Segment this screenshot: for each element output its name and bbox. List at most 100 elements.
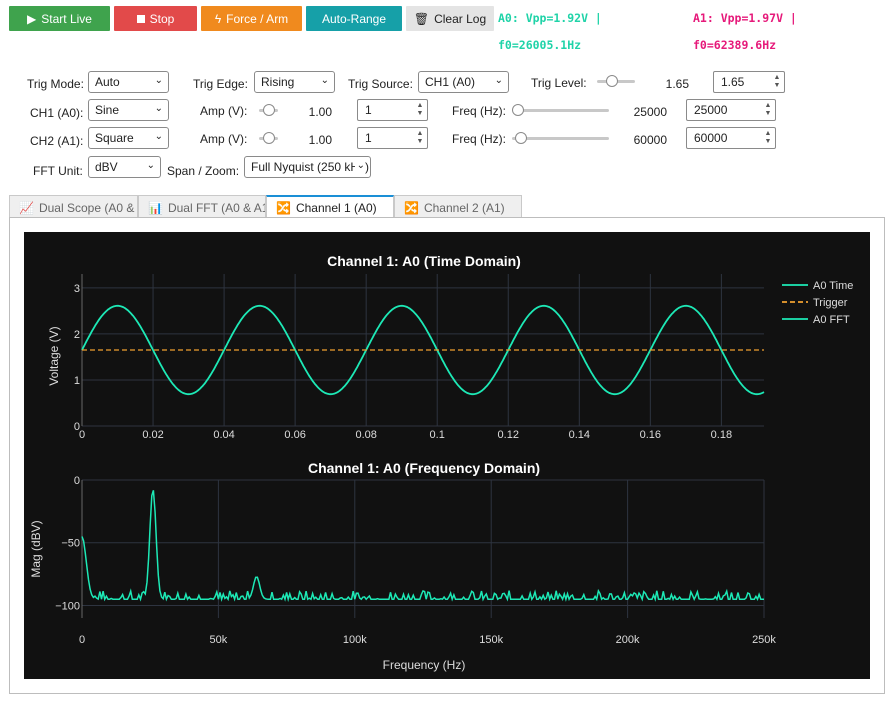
fft-unit-select[interactable]: dBV ⌄	[88, 156, 161, 178]
trig-level-display: 1.65	[649, 77, 689, 91]
ch1-wave-select[interactable]: Sine ⌄	[88, 99, 169, 121]
fft-unit-value: dBV	[95, 160, 118, 174]
tab-label: Dual FFT (A0 & A1)	[168, 201, 266, 215]
trig-mode-value: Auto	[95, 75, 120, 89]
ch1-amp-slider[interactable]	[259, 104, 278, 116]
trig-mode-label: Trig Mode:	[27, 77, 84, 91]
time-x-tick-label: 0.08	[355, 429, 376, 441]
freq-y-axis-label: Mag (dBV)	[29, 520, 43, 577]
time-x-tick-label: 0.1	[430, 429, 445, 441]
time-x-tick-label: 0.14	[569, 429, 590, 441]
tab-dual-scope[interactable]: 📈 Dual Scope (A0 & A1)	[9, 195, 138, 218]
chevron-down-icon: ⌄	[147, 160, 155, 171]
freq-y-tick-label: −100	[55, 600, 80, 612]
slider-thumb[interactable]	[263, 132, 275, 144]
chevron-down-icon: ⌄	[355, 160, 365, 171]
time-x-tick-label: 0.02	[142, 429, 163, 441]
time-x-tick-label: 0.12	[498, 429, 519, 441]
tab-label: Dual Scope (A0 & A1)	[39, 201, 138, 215]
ch1-amp-label: Amp (V):	[200, 104, 247, 118]
ch2-freq-slider[interactable]	[512, 132, 609, 144]
ch1-freq-input-value: 25000	[694, 103, 727, 117]
ch2-freq-input-value: 60000	[694, 131, 727, 145]
legend: A0 Time Trigger A0 FFT	[782, 280, 853, 326]
auto-range-button[interactable]: Auto-Range	[306, 6, 402, 31]
stop-icon	[137, 15, 145, 23]
clear-log-button[interactable]: 🗑 Clear Log	[406, 6, 494, 31]
fft-unit-label: FFT Unit:	[33, 164, 83, 178]
freq-x-tick-label: 100k	[343, 634, 367, 646]
lightning-icon: ϟ	[215, 12, 221, 26]
freq-x-tick-label: 150k	[479, 634, 503, 646]
time-y-tick-label: 0	[74, 421, 80, 433]
slider-thumb[interactable]	[512, 104, 524, 116]
time-x-tick-label: 0.06	[284, 429, 305, 441]
bar-chart-icon: 📊	[148, 201, 163, 215]
slider-thumb[interactable]	[606, 75, 618, 87]
force-arm-label: Force / Arm	[226, 12, 288, 26]
stop-button[interactable]: Stop	[114, 6, 197, 31]
tab-label: Channel 1 (A0)	[296, 201, 377, 215]
trig-edge-select[interactable]: Rising ⌄	[254, 71, 335, 93]
frequency-domain-chart: 0 50k 100k 150k 200k 250k 0 −50 −100	[55, 475, 776, 646]
spinner-icon[interactable]: ▲ ▼	[772, 74, 782, 90]
shuffle-icon: 🔀	[276, 201, 291, 215]
trig-mode-select[interactable]: Auto ⌄	[88, 71, 169, 93]
ch1-amp-input[interactable]: 1 ▲ ▼	[357, 99, 428, 121]
ch2-label: CH2 (A1):	[30, 134, 83, 148]
ch2-wave-value: Square	[95, 131, 134, 145]
start-live-button[interactable]: ▶ Start Live	[9, 6, 110, 31]
a1-vpp-readout: A1: Vpp=1.97V |	[693, 11, 797, 25]
ch2-amp-slider[interactable]	[259, 132, 278, 144]
time-domain-chart: 0 0.02 0.04 0.06 0.08 0.1 0.12 0.14 0.16 0.18 0 1 2 3	[74, 274, 764, 441]
spinner-icon[interactable]: ▲ ▼	[763, 102, 773, 118]
tab-channel-2[interactable]: 🔀 Channel 2 (A1)	[394, 195, 522, 218]
plot-canvas[interactable]: Channel 1: A0 (Time Domain) Voltage (V) …	[24, 232, 870, 679]
trig-level-slider[interactable]	[597, 75, 635, 87]
shuffle-icon: 🔀	[404, 201, 419, 215]
start-live-label: Start Live	[41, 12, 92, 26]
ch2-amp-input-value: 1	[365, 131, 372, 145]
slider-thumb[interactable]	[515, 132, 527, 144]
stop-label: Stop	[150, 12, 175, 26]
channel-1-plot[interactable]: Channel 1: A0 (Time Domain) Voltage (V) …	[24, 232, 870, 679]
chevron-down-icon: ⌄	[155, 103, 163, 114]
span-zoom-label: Span / Zoom:	[167, 164, 239, 178]
freq-x-tick-label: 0	[79, 634, 85, 646]
ch1-freq-label: Freq (Hz):	[452, 104, 506, 118]
spinner-icon[interactable]: ▲ ▼	[763, 130, 773, 146]
time-x-tick-label: 0.16	[640, 429, 661, 441]
time-y-tick-label: 3	[74, 283, 80, 295]
spinner-icon[interactable]: ▲ ▼	[415, 102, 425, 118]
span-zoom-select[interactable]: Full Nyquist (250 kHz) ⌄	[244, 156, 371, 178]
freq-x-tick-label: 50k	[210, 634, 228, 646]
ch1-amp-display: 1.00	[292, 105, 332, 119]
ch2-amp-label: Amp (V):	[200, 132, 247, 146]
ch2-amp-input[interactable]: 1 ▲ ▼	[357, 127, 428, 149]
ch1-label: CH1 (A0):	[30, 106, 83, 120]
ch2-amp-display: 1.00	[292, 133, 332, 147]
chevron-down-icon: ⌄	[495, 75, 503, 86]
time-chart-title: Channel 1: A0 (Time Domain)	[327, 253, 521, 269]
freq-x-tick-label: 250k	[752, 634, 776, 646]
ch1-freq-slider[interactable]	[512, 104, 609, 116]
trig-source-select[interactable]: CH1 (A0) ⌄	[418, 71, 509, 93]
spinner-icon[interactable]: ▲ ▼	[415, 130, 425, 146]
freq-x-tick-label: 200k	[616, 634, 640, 646]
chevron-down-icon: ⌄	[321, 75, 329, 86]
trig-level-input[interactable]: 1.65 ▲ ▼	[713, 71, 785, 93]
force-arm-button[interactable]: ϟ Force / Arm	[201, 6, 302, 31]
ch1-freq-input[interactable]: 25000 ▲ ▼	[686, 99, 776, 121]
a1-freq-readout: f0=62389.6Hz	[693, 38, 776, 52]
slider-thumb[interactable]	[263, 104, 275, 116]
trig-source-label: Trig Source:	[348, 77, 413, 91]
ch1-wave-value: Sine	[95, 103, 119, 117]
time-y-axis-label: Voltage (V)	[47, 326, 61, 385]
tab-channel-1[interactable]: 🔀 Channel 1 (A0)	[266, 195, 394, 219]
play-icon: ▶	[27, 12, 36, 26]
ch2-wave-select[interactable]: Square ⌄	[88, 127, 169, 149]
chevron-down-icon: ⌄	[155, 75, 163, 86]
ch2-freq-input[interactable]: 60000 ▲ ▼	[686, 127, 776, 149]
tab-dual-fft[interactable]: 📊 Dual FFT (A0 & A1)	[138, 195, 266, 218]
freq-y-tick-label: −50	[61, 538, 80, 550]
